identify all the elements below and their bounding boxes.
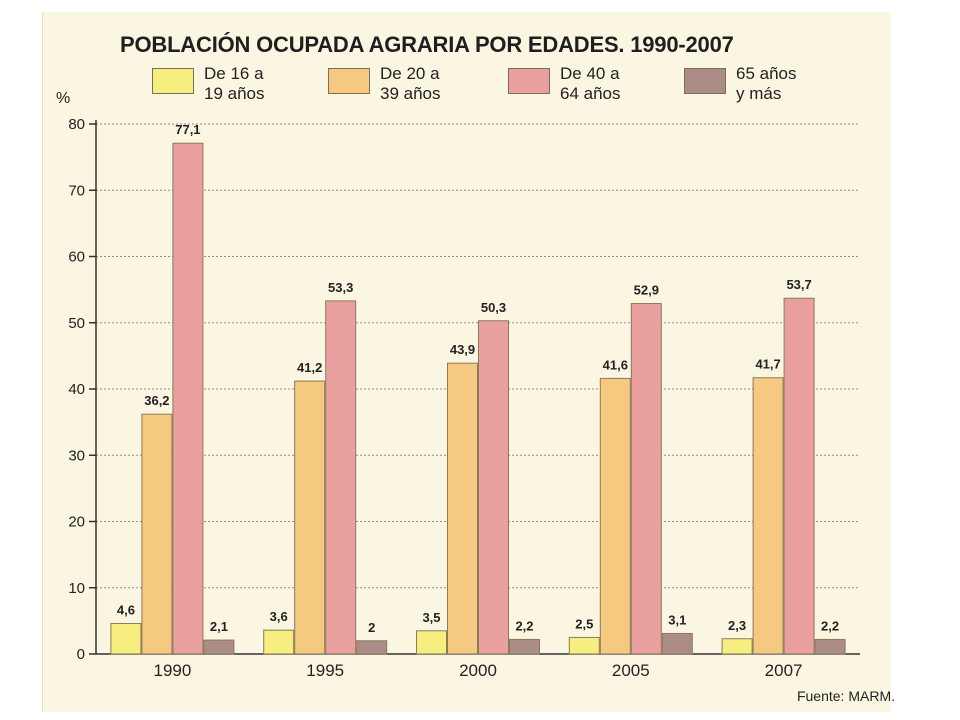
data-label: 2,1 [210,619,228,634]
data-label: 41,7 [755,357,780,372]
bar [478,320,509,655]
y-tick-label: 20 [68,514,85,531]
data-label: 2 [368,620,375,635]
y-tick-label: 0 [77,646,85,663]
bar [110,623,142,655]
bar [814,638,846,655]
legend-label-20-39: De 20 a 39 años [380,64,441,103]
y-tick-label: 40 [68,381,85,398]
data-label: 53,7 [786,277,811,292]
bar [172,142,204,655]
bar [599,377,631,655]
bar [509,638,540,655]
data-label: 41,2 [297,360,322,375]
y-tick-label: 30 [68,447,85,464]
bar [568,636,600,655]
y-tick-label: 60 [68,249,85,266]
x-tick-label: 2005 [612,661,650,680]
data-label: 77,1 [175,122,200,137]
legend-label-40-64: De 40 a 64 años [560,64,621,103]
y-axis-unit: % [56,90,71,107]
data-label: 50,3 [481,300,506,315]
data-label: 53,3 [328,280,353,295]
y-tick-label: 70 [68,182,85,199]
data-label: 3,1 [668,612,686,627]
bar [294,380,326,655]
data-label: 2,3 [728,618,746,633]
bar [661,632,693,655]
legend-swatch-40-64 [508,68,550,94]
legend-swatch-16-19 [152,68,194,94]
bar [783,297,815,655]
legend-swatch-65-plus [684,68,726,94]
data-label: 3,6 [270,609,288,624]
chart-title: POBLACIÓN OCUPADA AGRARIA POR EDADES. 19… [120,32,734,57]
legend: De 16 a 19 años De 20 a 39 años De 40 a … [0,64,960,114]
data-label: 4,6 [117,603,135,618]
y-tick-label: 10 [68,580,85,597]
bar [721,638,753,655]
bar [325,300,357,655]
data-label: 3,5 [422,610,440,625]
bar [263,629,295,655]
data-label: 2,5 [575,616,593,631]
data-label: 52,9 [634,283,659,298]
legend-label-16-19: De 16 a 19 años [204,64,265,103]
bar [752,377,784,655]
y-tick-label: 50 [68,315,85,332]
legend-swatch-20-39 [328,68,370,94]
bar [203,639,235,655]
bar [356,640,388,655]
chart-source: Fuente: MARM. [796,688,895,704]
x-tick-label: 2000 [459,661,497,680]
bar [447,362,478,655]
bar [141,413,173,655]
data-label: 41,6 [603,357,628,372]
data-label: 43,9 [450,342,475,357]
data-label: 36,2 [144,393,169,408]
bar [416,630,447,655]
y-tick-label: 80 [68,116,85,133]
data-label: 2,2 [515,618,533,633]
data-label: 2,2 [821,618,839,633]
x-tick-label: 1995 [306,661,344,680]
x-tick-label: 2007 [765,661,803,680]
x-tick-label: 1990 [153,661,191,680]
bar [630,303,662,655]
legend-label-65-plus: 65 años y más [736,64,797,103]
